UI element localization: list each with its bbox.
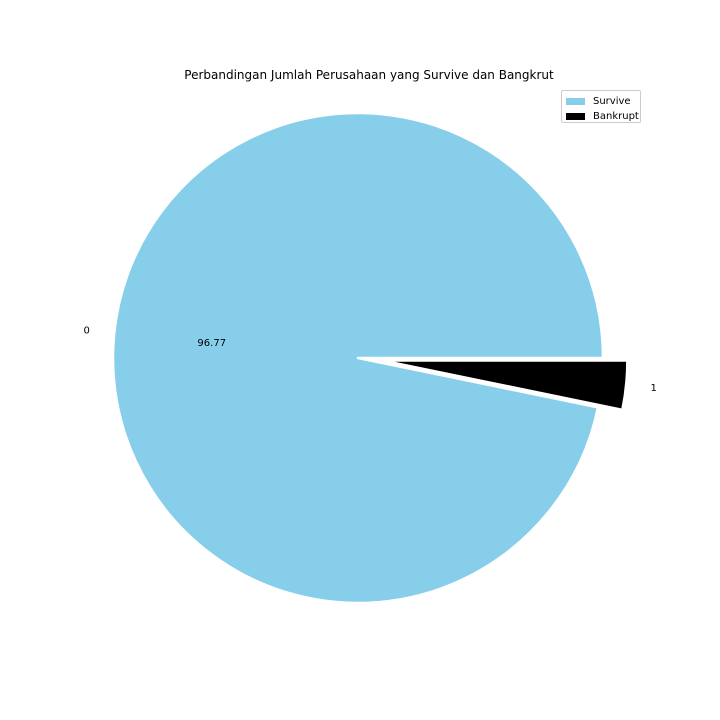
pct-label-0: 96.77: [197, 338, 226, 349]
legend-label-bankrupt: Bankrupt: [593, 110, 639, 122]
legend-swatch-survive: [566, 97, 585, 105]
legend-label-survive: Survive: [593, 95, 631, 107]
legend-item-bankrupt: Bankrupt: [566, 109, 640, 123]
slice-label-0: 0: [84, 326, 90, 337]
pie-slice-1: [381, 359, 629, 412]
legend-item-survive: Survive: [566, 94, 640, 108]
slice-label-1: 1: [650, 383, 656, 394]
legend-swatch-bankrupt: [566, 112, 585, 120]
legend: Survive Bankrupt: [561, 90, 641, 123]
chart-title: Perbandingan Jumlah Perusahaan yang Surv…: [184, 68, 554, 82]
pie-slice-0: [111, 111, 605, 605]
